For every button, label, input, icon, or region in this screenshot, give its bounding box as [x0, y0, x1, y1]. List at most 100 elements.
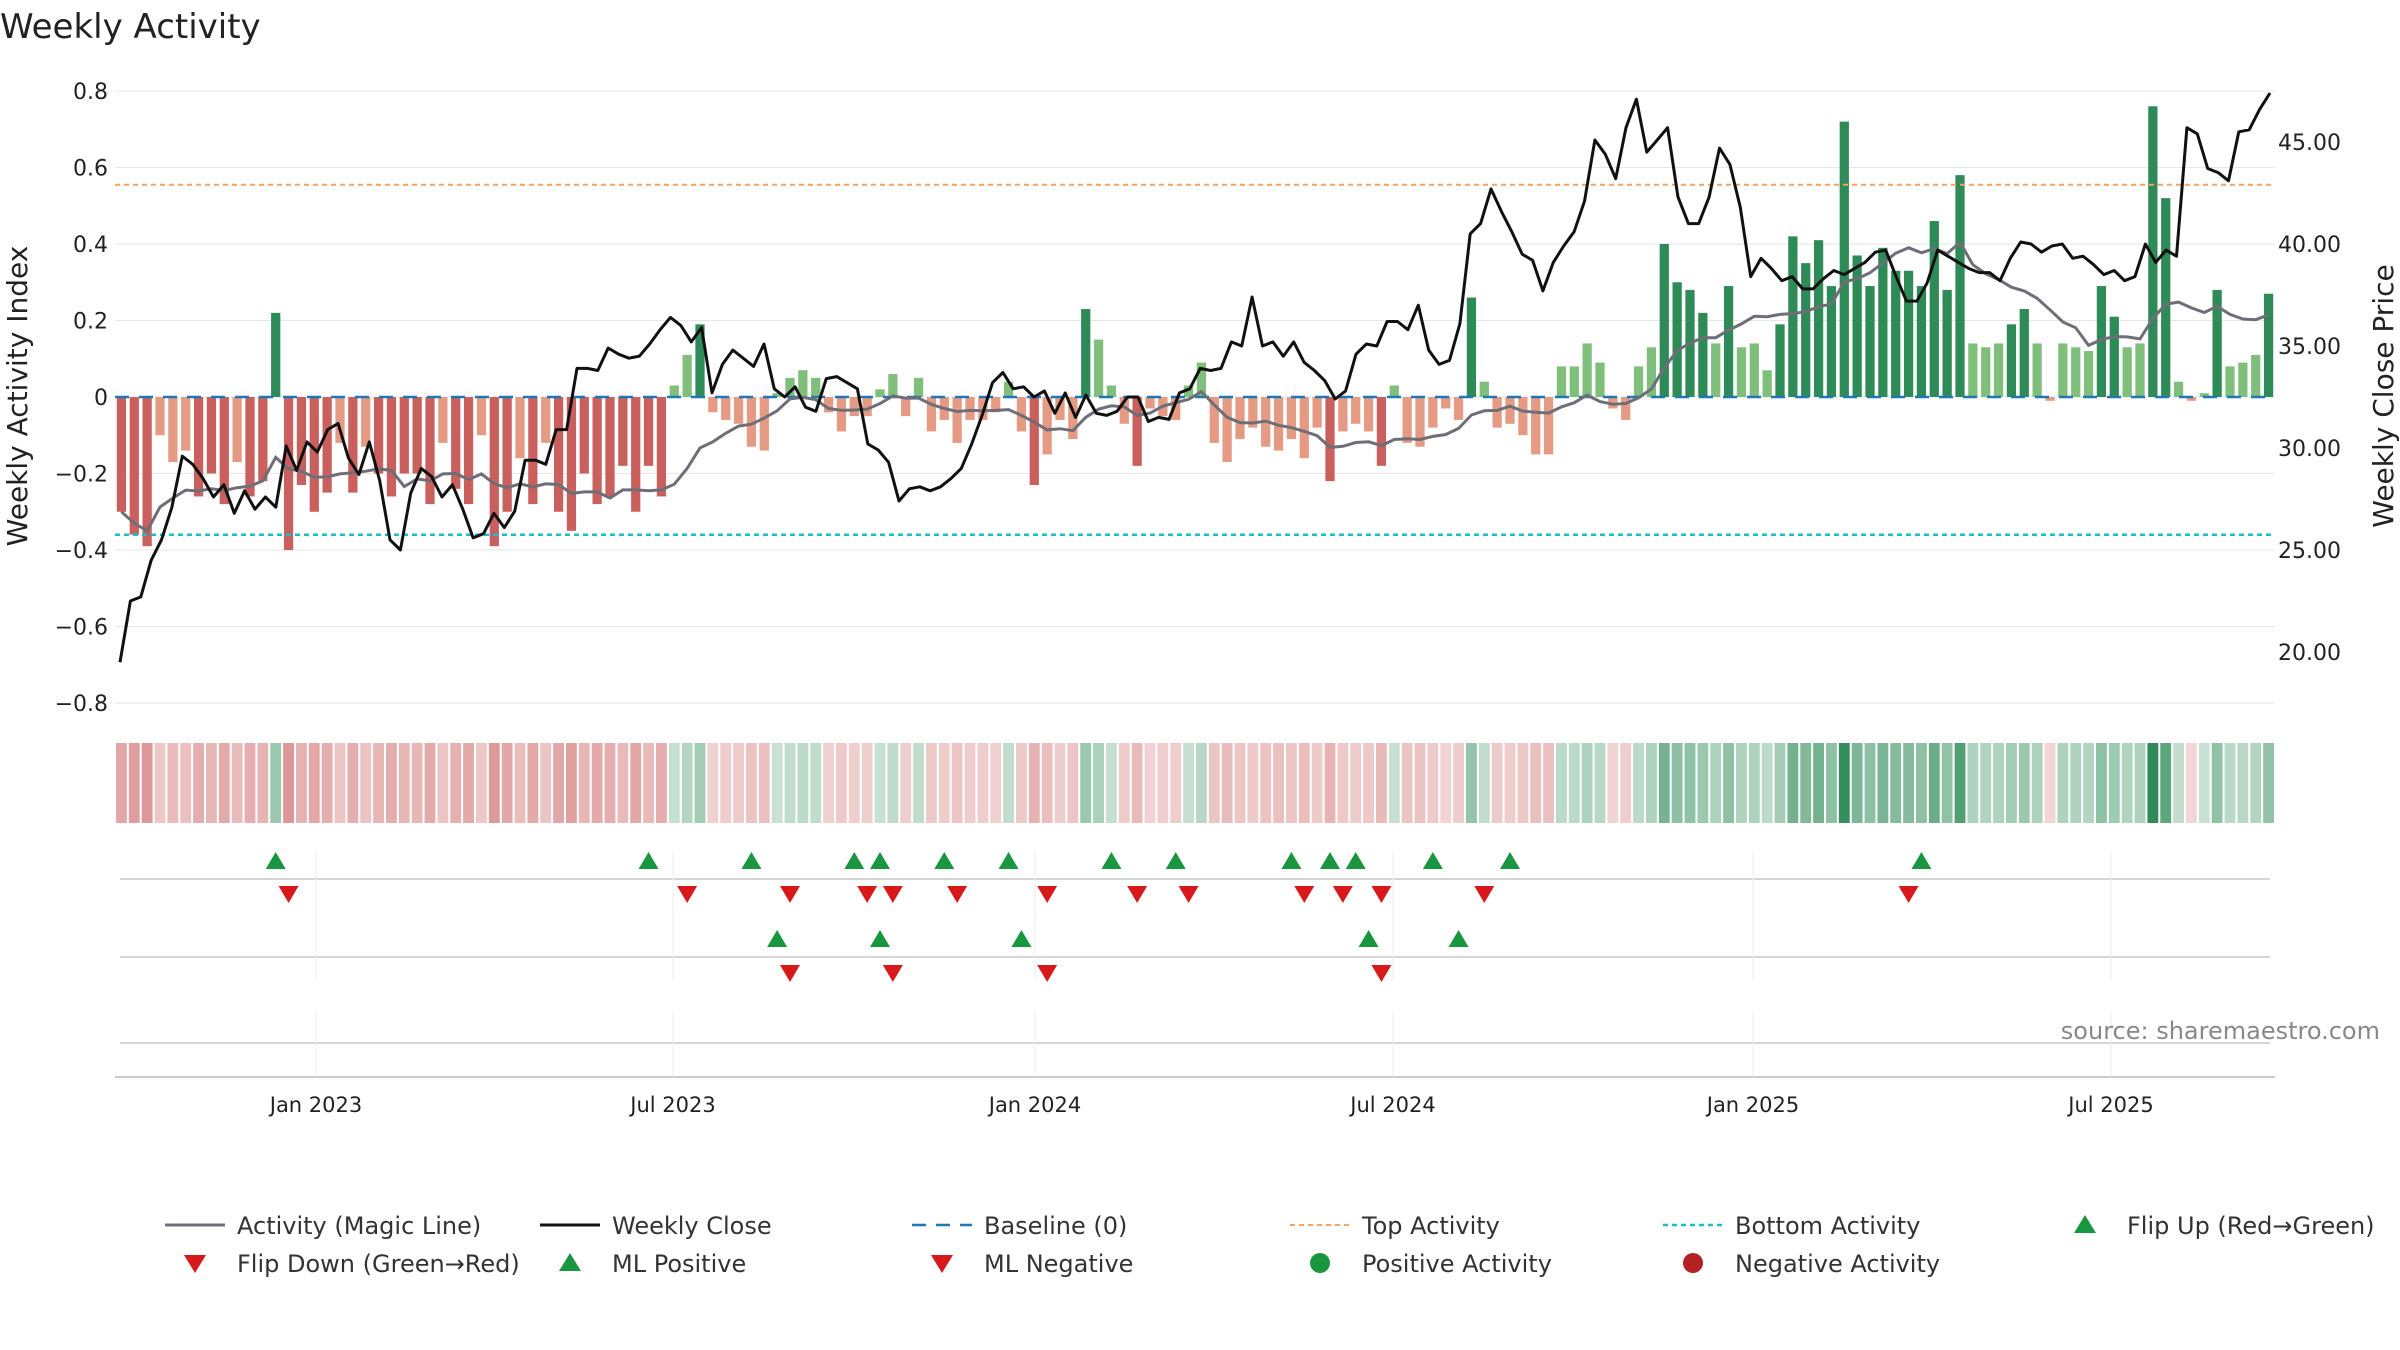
activity-bar: [181, 397, 191, 451]
legend-label: Positive Activity: [1362, 1250, 1552, 1278]
activity-bar: [1325, 397, 1335, 482]
heat-cell: [758, 743, 770, 823]
heat-cell: [2147, 743, 2159, 823]
heat-cell: [1851, 743, 1863, 823]
heat-cell: [720, 743, 732, 823]
activity-bar: [991, 397, 1001, 413]
activity-bar: [759, 397, 769, 451]
activity-bar: [1903, 270, 1914, 397]
right-tick-label: 45.00: [2278, 131, 2341, 156]
heat-cell: [1093, 743, 1104, 823]
heat-cell: [874, 743, 886, 823]
magic-line: [120, 240, 2270, 533]
heat-cell: [1260, 743, 1272, 823]
heat-cell: [1916, 743, 1927, 823]
heat-cell: [308, 743, 320, 823]
right-tick-label: 30.00: [2278, 437, 2341, 462]
activity-bar: [746, 397, 757, 447]
heat-cell: [373, 743, 384, 823]
heat-cell: [1761, 743, 1773, 823]
flip-down-marker: [882, 886, 903, 903]
left-axis-ticks: 0.8 0.6 0.4 0.2 0 −0.2 −0.4 −0.6 −0.8: [55, 80, 108, 717]
activity-bar: [875, 389, 885, 397]
activity-bar: [1183, 385, 1194, 397]
flip-up-marker: [1101, 852, 1122, 869]
heat-cell: [1131, 743, 1143, 823]
heat-cell: [167, 743, 179, 823]
activity-bar: [1171, 397, 1181, 420]
activity-bar: [335, 397, 345, 443]
activity-bar: [1466, 297, 1477, 397]
flip-up-marker: [1165, 852, 1186, 869]
activity-bar: [1492, 397, 1502, 428]
heat-cell: [2173, 743, 2184, 823]
activity-bar: [1441, 397, 1451, 409]
heat-cell: [2211, 743, 2223, 823]
activity-bar: [1299, 397, 1309, 459]
activity-bar: [2071, 347, 2081, 397]
activity-bar: [1505, 397, 1515, 424]
heat-cell: [437, 743, 449, 823]
heat-cell: [2044, 743, 2056, 823]
activity-bar: [2238, 362, 2248, 397]
heat-cell: [463, 743, 474, 823]
activity-bar: [1801, 263, 1811, 397]
activity-bar: [1081, 309, 1091, 397]
heat-cell: [321, 743, 333, 823]
heat-cell: [2096, 743, 2107, 823]
activity-bar: [656, 397, 667, 497]
activity-bar: [2019, 309, 2029, 397]
flip-down-marker: [947, 886, 968, 903]
activity-bar: [1659, 244, 1669, 397]
activity-bar: [1865, 286, 1875, 397]
activity-bar: [1878, 247, 1888, 397]
heat-cell: [1440, 743, 1452, 823]
heat-cell: [398, 743, 410, 823]
left-tick-label: 0: [94, 386, 108, 411]
activity-bar: [1569, 366, 1579, 397]
activity-bar: [2173, 381, 2184, 397]
heat-cell: [411, 743, 423, 823]
activity-bar: [772, 393, 782, 397]
heat-cell: [2018, 743, 2030, 823]
activity-bar: [566, 397, 577, 531]
heat-cell: [2031, 743, 2043, 823]
flip-up-marker: [1500, 852, 1520, 869]
legend-label: Flip Up (Red→Green): [2127, 1212, 2375, 1240]
heat-cell: [823, 743, 834, 823]
activity-bar: [2199, 393, 2209, 397]
legend-swatch: [1310, 1253, 1330, 1273]
heat-cell: [206, 743, 217, 823]
legend-label: Weekly Close: [612, 1212, 772, 1240]
heat-cell: [1504, 743, 1516, 823]
activity-bar: [1428, 397, 1438, 428]
heat-cell: [1337, 743, 1349, 823]
activity-bar: [1981, 347, 1991, 397]
activity-bar: [116, 397, 127, 512]
activity-bar: [1093, 339, 1104, 397]
activity-bar: [296, 397, 307, 485]
heat-cell: [1684, 743, 1696, 823]
heat-cell: [1710, 743, 1722, 823]
flip-up-marker: [1911, 852, 1932, 869]
heat-cell: [1401, 743, 1413, 823]
activity-bar: [1698, 312, 1708, 397]
activity-bar: [1749, 343, 1759, 397]
activity-bar: [451, 397, 461, 489]
right-tick-label: 40.00: [2278, 233, 2341, 258]
heat-cell: [746, 743, 757, 823]
heat-cell: [360, 743, 372, 823]
activity-bar: [425, 397, 435, 505]
activity-bar: [1672, 282, 1682, 397]
heat-cell: [2070, 743, 2082, 823]
heat-cell: [2160, 743, 2172, 823]
activity-bar: [1029, 397, 1039, 485]
activity-bar: [1916, 286, 1927, 397]
flip-down-marker: [677, 886, 698, 903]
heat-cell: [1466, 743, 1477, 823]
activity-heat-strip: [116, 743, 2274, 823]
heat-cell: [1838, 743, 1850, 823]
activity-bar: [2251, 354, 2261, 397]
activity-bar: [1068, 397, 1078, 440]
